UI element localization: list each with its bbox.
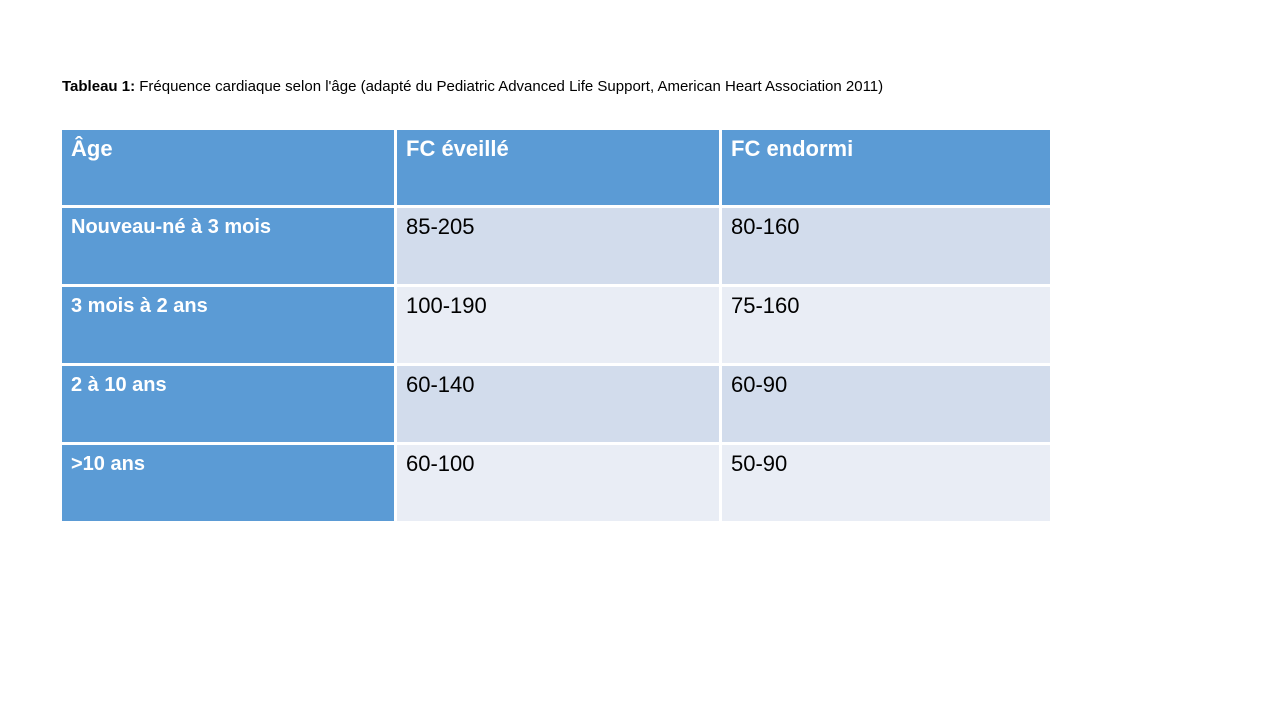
cell-fc-endormi-row1: 80-160 xyxy=(722,208,1050,284)
table-caption: Tableau 1: Fréquence cardiaque selon l'â… xyxy=(62,78,883,95)
cell-fc-eveille-row3: 60-140 xyxy=(397,366,719,442)
cell-fc-endormi-row4: 50-90 xyxy=(722,445,1050,521)
cell-fc-eveille-row1: 85-205 xyxy=(397,208,719,284)
caption-text: Fréquence cardiaque selon l'âge (adapté … xyxy=(139,78,884,95)
caption-label: Tableau 1: xyxy=(62,78,136,95)
cell-fc-eveille-row2: 100-190 xyxy=(397,287,719,363)
row-header-3mois-2ans: 3 mois à 2 ans xyxy=(62,287,394,363)
cell-fc-endormi-row3: 60-90 xyxy=(722,366,1050,442)
row-header-2-10ans: 2 à 10 ans xyxy=(62,366,394,442)
cell-fc-endormi-row2: 75-160 xyxy=(722,287,1050,363)
cell-fc-eveille-row4: 60-100 xyxy=(397,445,719,521)
col-header-fc-endormi: FC endormi xyxy=(722,130,1050,205)
col-header-age: Âge xyxy=(62,130,394,205)
row-header-plus-10ans: >10 ans xyxy=(62,445,394,521)
col-header-fc-eveille: FC éveillé xyxy=(397,130,719,205)
heart-rate-table: Âge FC éveillé FC endormi Nouveau-né à 3… xyxy=(62,130,1050,521)
row-header-nouveau-ne: Nouveau-né à 3 mois xyxy=(62,208,394,284)
